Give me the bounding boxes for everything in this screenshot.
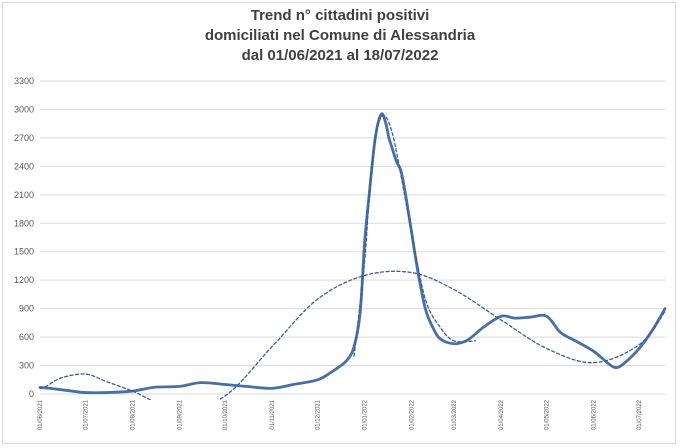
y-tick-label: 1800 bbox=[14, 218, 34, 228]
gridlines bbox=[40, 80, 665, 395]
y-tick-label: 3300 bbox=[14, 76, 34, 86]
x-tick-label: 01/10/2021 bbox=[223, 399, 229, 430]
x-tick-label: 01/04/2022 bbox=[499, 399, 505, 430]
y-tick-label: 0 bbox=[29, 389, 34, 399]
positives-line bbox=[38, 112, 667, 395]
y-axis-tick-labels: 0 300 600 900 1200 1500 1800 2100 2400 2700 3000 33… bbox=[14, 76, 34, 399]
y-tick-label: 2700 bbox=[14, 133, 34, 143]
y-tick-label: 2400 bbox=[14, 161, 34, 171]
series-lines bbox=[38, 112, 667, 400]
y-tick-label: 600 bbox=[19, 332, 34, 342]
title-line-1: Trend n° cittadini positivi bbox=[250, 7, 430, 24]
y-tick-label: 900 bbox=[19, 304, 34, 314]
title-line-2: domiciliati nel Comune di Alessandria bbox=[204, 27, 476, 44]
x-tick-label: 01/06/2021 bbox=[38, 399, 44, 430]
x-tick-label: 01/07/2022 bbox=[637, 399, 643, 430]
x-tick-label: 01/09/2021 bbox=[178, 399, 184, 430]
x-tick-label: 01/02/2022 bbox=[410, 399, 416, 430]
chart-title: Trend n° cittadini positivi domiciliati … bbox=[0, 6, 680, 66]
y-tick-label: 3000 bbox=[14, 104, 34, 114]
y-tick-label: 300 bbox=[19, 361, 34, 371]
x-tick-label: 01/05/2022 bbox=[545, 399, 551, 430]
title-line-3: dal 01/06/2021 al 18/07/2022 bbox=[241, 47, 439, 64]
x-tick-label: 01/07/2021 bbox=[84, 399, 90, 430]
y-tick-label: 2100 bbox=[14, 190, 34, 200]
y-tick-label: 1200 bbox=[14, 275, 34, 285]
x-tick-label: 01/11/2021 bbox=[270, 399, 276, 429]
trend-line-1 bbox=[39, 270, 666, 400]
x-tick-label: 01/12/2021 bbox=[316, 399, 322, 430]
x-tick-label: 01/08/2021 bbox=[131, 399, 137, 430]
x-tick-label: 01/01/2022 bbox=[363, 399, 369, 430]
trend-line-2 bbox=[353, 114, 477, 357]
y-tick-label: 1500 bbox=[14, 247, 34, 257]
x-tick-label: 01/03/2022 bbox=[452, 399, 458, 430]
x-axis-tick-labels: 01/06/2021 01/07/2021 01/08/2021 01/09/2021… bbox=[38, 399, 643, 430]
x-tick-label: 01/06/2022 bbox=[592, 399, 598, 430]
